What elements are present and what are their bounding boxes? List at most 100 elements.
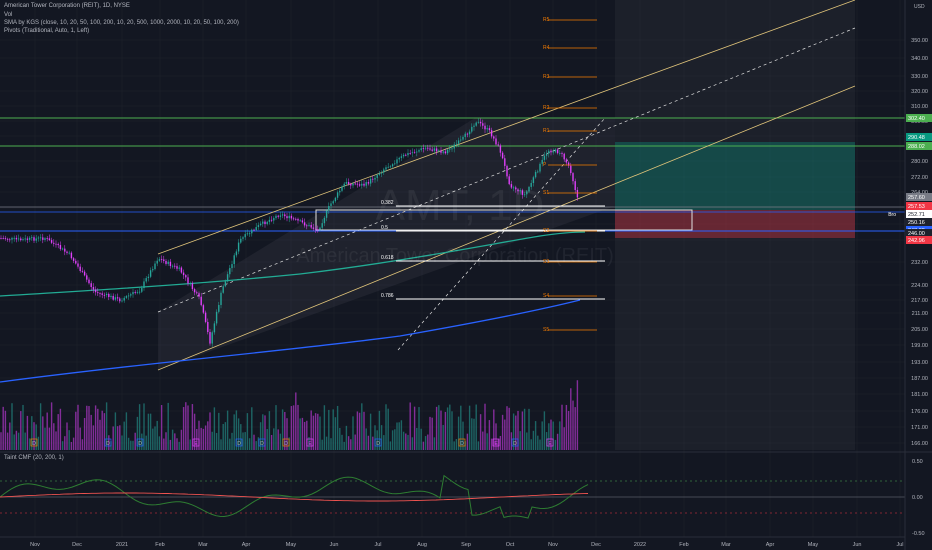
candle — [64, 248, 66, 252]
volume-bar — [363, 411, 365, 450]
sma-blue — [0, 299, 581, 383]
event-marker[interactable] — [511, 438, 519, 447]
event-marker[interactable] — [282, 438, 290, 447]
volume-bar — [127, 437, 130, 450]
candle — [99, 293, 101, 294]
volume-bar — [90, 414, 92, 450]
event-marker[interactable] — [30, 438, 38, 447]
y-tick-label: 176.00 — [911, 409, 928, 415]
volume-bar — [211, 431, 213, 450]
candle — [402, 154, 405, 157]
x-tick-label: May — [808, 542, 819, 548]
event-marker[interactable] — [136, 438, 144, 447]
event-marker[interactable] — [458, 438, 466, 447]
volume-bar — [145, 435, 147, 450]
volume-bar — [70, 441, 73, 450]
volume-bar — [356, 411, 359, 450]
candle — [455, 143, 458, 145]
volume-bar — [37, 436, 40, 450]
volume-bar — [6, 432, 9, 450]
x-tick-label: Apr — [766, 542, 775, 548]
volume-bar — [433, 437, 436, 450]
candle — [213, 323, 216, 333]
candle — [233, 255, 235, 265]
volume-bar — [504, 419, 506, 450]
volume-bar — [548, 423, 550, 450]
volume-bar — [187, 405, 189, 450]
volume-bar — [336, 405, 339, 450]
candle — [543, 155, 546, 160]
candle — [466, 133, 469, 135]
volume-bar — [449, 404, 451, 450]
event-marker[interactable] — [306, 438, 314, 447]
volume-bar — [431, 417, 433, 450]
volume-bar — [50, 402, 53, 450]
volume-bar — [17, 432, 20, 450]
price-label-bg — [906, 210, 932, 218]
volume-bar — [88, 406, 90, 450]
candle — [506, 165, 508, 177]
event-marker[interactable] — [235, 438, 243, 447]
candle — [125, 296, 128, 298]
candle — [90, 283, 92, 288]
candle — [576, 189, 579, 198]
candle — [444, 151, 447, 154]
event-label: D — [138, 441, 142, 447]
volume-bar — [130, 440, 132, 450]
candle — [292, 218, 295, 220]
candles — [0, 118, 579, 347]
volume-bar — [354, 434, 356, 450]
candle — [244, 234, 246, 238]
volume-bar — [193, 413, 196, 450]
candle — [530, 182, 532, 187]
volume-bar — [48, 427, 51, 450]
volume-bar — [108, 435, 110, 450]
candle — [86, 275, 88, 280]
volume-bar — [554, 439, 557, 450]
candle — [138, 291, 141, 293]
price-label-bg — [906, 114, 932, 122]
volume-bar — [277, 429, 279, 450]
candle — [0, 238, 2, 239]
volume-bar — [103, 413, 106, 450]
candle — [334, 197, 337, 202]
volume-bar — [81, 439, 84, 450]
event-marker[interactable] — [104, 438, 112, 447]
event-marker[interactable] — [374, 438, 382, 447]
event-label: E — [494, 441, 498, 447]
candle — [378, 173, 381, 175]
pivot-label: R3 — [543, 74, 550, 80]
cmf-line — [0, 474, 589, 519]
volume-bar — [477, 441, 480, 450]
event-marker[interactable] — [492, 438, 500, 447]
price-label: 246.00 — [908, 231, 925, 237]
channel-fill — [158, 118, 615, 370]
volume-bar — [352, 416, 354, 450]
candle — [191, 283, 194, 290]
candle — [66, 251, 68, 253]
candle — [515, 187, 517, 190]
volume-bar — [268, 411, 271, 450]
y-tick-label: 224.00 — [911, 283, 928, 289]
event-marker[interactable] — [258, 438, 266, 447]
candle — [495, 138, 497, 145]
projection-area — [615, 0, 855, 450]
candle — [112, 295, 114, 300]
candle — [231, 264, 233, 269]
candle — [279, 215, 282, 217]
event-marker[interactable] — [192, 438, 200, 447]
candle — [251, 229, 253, 234]
candle — [75, 260, 77, 264]
event-marker[interactable] — [546, 438, 554, 447]
x-tick-label: Jul — [374, 542, 381, 548]
candle — [42, 237, 44, 240]
candle — [398, 157, 400, 160]
y-tick-label: 187.00 — [911, 376, 928, 382]
candle — [134, 292, 136, 293]
candle — [490, 130, 493, 137]
candle — [548, 150, 550, 154]
volume-bar — [116, 426, 119, 450]
candle — [15, 237, 18, 240]
candle — [405, 154, 407, 156]
